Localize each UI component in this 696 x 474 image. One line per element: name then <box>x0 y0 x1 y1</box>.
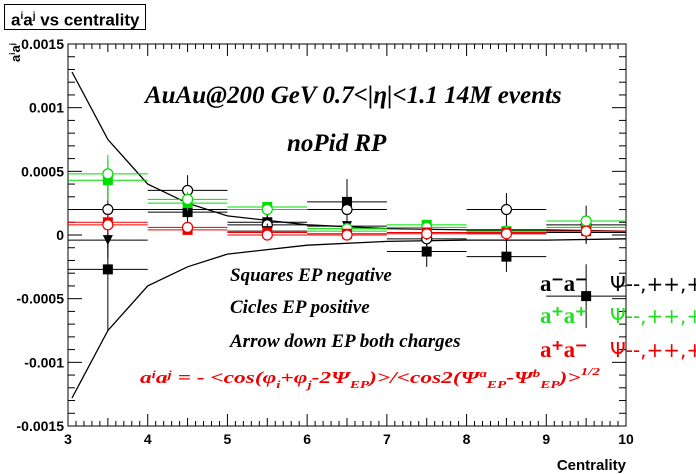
legend-a-minus-minus-label: a⁻a⁻ <box>540 271 587 296</box>
data-point-square <box>501 251 512 262</box>
legend-arrows: Arrow down EP both charges <box>229 331 461 352</box>
legend-a-plus-plus: a⁺a⁺ Ψ--,++,+- <box>540 303 696 328</box>
legend-psi-suffix-2: Ψ--,++,+- <box>610 304 696 328</box>
data-point-circle <box>421 228 433 240</box>
x-tick-label: 6 <box>303 431 311 447</box>
series <box>68 154 626 331</box>
y-tick-label: 0.0005 <box>21 163 64 179</box>
y-tick-label: -0.001 <box>24 354 64 370</box>
data-point-circle <box>102 219 114 231</box>
y-tick-label: 0.0015 <box>21 36 64 52</box>
y-tick-label: 0.001 <box>29 100 64 116</box>
x-tick-label: 10 <box>618 431 634 447</box>
legend-a-plus-minus-label: a⁺a⁻ <box>540 337 587 362</box>
legend-squares: Squares EP negative <box>230 265 392 286</box>
y-tick-label: -0.0015 <box>17 418 65 434</box>
axes: 3 4 5 6 7 8 9 10 -0.0015 -0.001 -0.0005 0 0.0005 0.00… <box>17 36 634 447</box>
data-point-square <box>581 291 592 302</box>
data-point-circle <box>181 221 194 233</box>
series-open-circle <box>68 215 626 241</box>
data-point-circle <box>102 168 114 180</box>
x-tick-label: 8 <box>463 431 471 447</box>
x-tick-label: 3 <box>64 431 72 447</box>
x-tick-label: 9 <box>542 431 550 447</box>
data-point-circle <box>102 203 114 216</box>
x-tick-label: 7 <box>383 431 391 447</box>
data-point-circle <box>341 203 353 216</box>
data-point-circle <box>181 193 194 205</box>
annotation-line2: noPid RP <box>287 130 387 157</box>
chart-title: aiaj vs centrality <box>4 4 147 30</box>
data-point-triangle <box>102 235 113 246</box>
data-point-circle <box>580 215 592 227</box>
data-point-circle <box>500 203 513 216</box>
legend-psi-suffix-3: Ψ--,++,+- <box>610 338 696 362</box>
legend-a-plus-plus-label: a⁺a⁺ <box>540 303 587 328</box>
legend-circles: Cicles EP positive <box>230 297 370 318</box>
y-tick-label: 0 <box>56 227 64 243</box>
data-point-circle <box>500 228 513 240</box>
data-point-circle <box>341 229 353 241</box>
y-axis-label: aiaj <box>8 43 23 62</box>
legend-a-minus-minus: a⁻a⁻ Ψ--,++,+- <box>540 271 696 296</box>
data-point-square <box>102 264 113 275</box>
x-tick-label: 5 <box>224 431 232 447</box>
x-tick-label: 4 <box>144 431 152 447</box>
x-axis-label: Centrality <box>557 457 627 474</box>
annotation-line1: AuAu@200 GeV 0.7<|η|<1.1 14M events <box>143 82 562 109</box>
formula: a ia j = - <cos(φ i+φ j-2Ψ EP)>/<cos2(Ψ aEP -Ψ b… <box>140 366 601 391</box>
data-point-circle <box>580 225 592 237</box>
y-tick-label: -0.0005 <box>17 291 65 307</box>
legend-a-plus-minus: a⁺a⁻ Ψ--,++,+- <box>540 337 696 362</box>
legend-psi-suffix-1: Ψ--,++,+- <box>610 272 696 296</box>
data-point-circle <box>261 203 273 216</box>
data-point-circle <box>261 229 273 241</box>
